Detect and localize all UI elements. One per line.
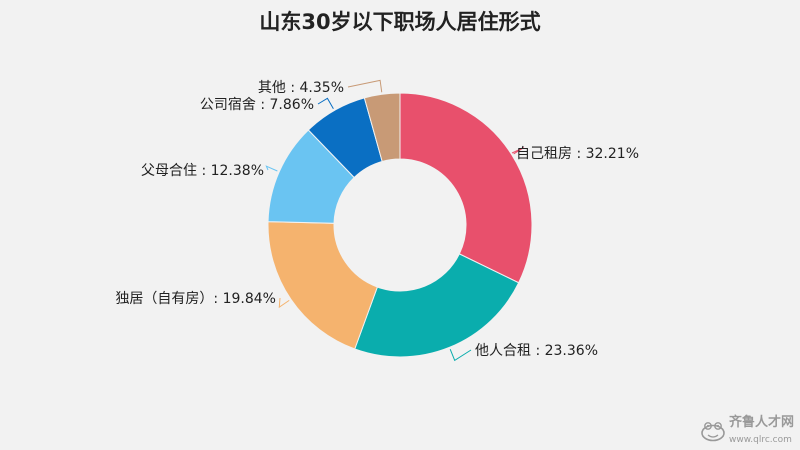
slice-label-with-parents: 父母合住 : 12.38% xyxy=(141,163,264,179)
slice-label-other: 其他 : 4.35% xyxy=(258,80,344,96)
leader-line-other xyxy=(347,79,383,93)
slice-label-shared-rent: 他人合租 : 23.36% xyxy=(475,343,598,359)
slice-self-rent xyxy=(399,92,533,284)
leader-line-dormitory xyxy=(317,97,334,109)
leader-line-with-parents xyxy=(265,165,278,172)
watermark-text: 齐鲁人才网 xyxy=(728,414,794,430)
slice-own-home xyxy=(267,221,379,350)
slice-label-self-rent: 自己租房 : 32.21% xyxy=(516,146,639,162)
leader-line-own-home xyxy=(278,297,290,309)
slice-label-dormitory: 公司宿舍 : 7.86% xyxy=(200,96,314,113)
leader-line-shared-rent xyxy=(449,349,472,362)
frog-logo-icon xyxy=(701,422,725,442)
leader-line-self-rent xyxy=(511,147,525,155)
slice-other xyxy=(363,92,401,163)
watermark-url: www.qlrc.com xyxy=(728,435,792,446)
watermark: 齐鲁人才网 www.qlrc.com xyxy=(700,414,794,446)
slice-label-own-home: 独居（自有房）: 19.84% xyxy=(115,291,276,307)
slice-shared-rent xyxy=(354,253,520,358)
chart-title: 山东30岁以下职场人居住形式 xyxy=(259,10,541,34)
